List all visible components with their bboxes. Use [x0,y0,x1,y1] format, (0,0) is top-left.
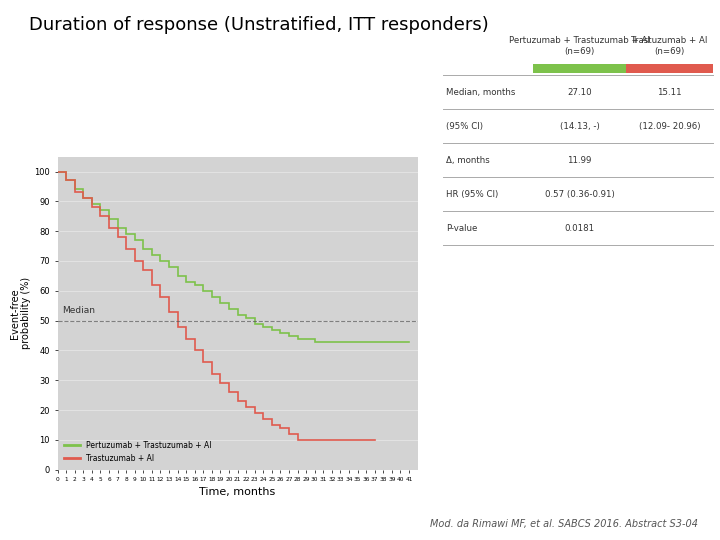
Text: (12.09- 20.96): (12.09- 20.96) [639,122,701,131]
Text: (95% CI): (95% CI) [446,122,482,131]
Text: Median: Median [62,306,95,315]
Text: Pertuzumab + Trastuzumab + AI
(n=69): Pertuzumab + Trastuzumab + AI (n=69) [509,36,650,56]
Text: Trastuzumab + AI
(n=69): Trastuzumab + AI (n=69) [631,36,708,56]
X-axis label: Time, months: Time, months [199,487,276,497]
Text: Duration of response (Unstratified, ITT responders): Duration of response (Unstratified, ITT … [29,16,489,34]
Text: P-value: P-value [446,224,477,233]
Text: 11.99: 11.99 [567,156,592,165]
Text: HR (95% CI): HR (95% CI) [446,190,498,199]
Text: Δ, months: Δ, months [446,156,490,165]
Text: 0.57 (0.36-0.91): 0.57 (0.36-0.91) [545,190,614,199]
Text: (14.13, -): (14.13, -) [559,122,600,131]
Text: 0.0181: 0.0181 [564,224,595,233]
Text: 27.10: 27.10 [567,87,592,97]
Text: Median, months: Median, months [446,87,515,97]
Text: Mod. da Rimawi MF, et al. SABCS 2016. Abstract S3-04: Mod. da Rimawi MF, et al. SABCS 2016. Ab… [431,519,698,529]
Text: 15.11: 15.11 [657,87,682,97]
Legend: Pertuzumab + Trastuzumab + AI, Trastuzumab + AI: Pertuzumab + Trastuzumab + AI, Trastuzum… [61,438,215,466]
Y-axis label: Event-free
probability (%): Event-free probability (%) [10,277,32,349]
